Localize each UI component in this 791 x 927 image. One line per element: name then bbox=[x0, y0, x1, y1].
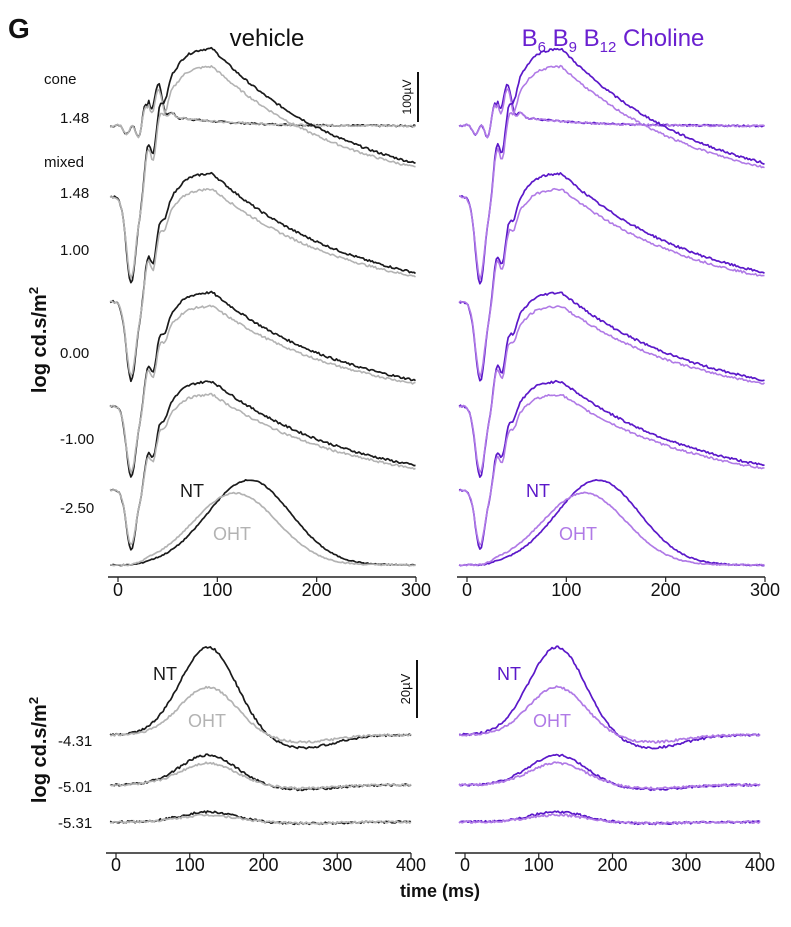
x-tick-label: 0 bbox=[111, 855, 121, 875]
row-label-intensity: -4.31 bbox=[58, 733, 92, 750]
treatment-bottom-nt-trace bbox=[458, 645, 761, 750]
y-axis-label-top: log cd.s/m2 bbox=[26, 287, 51, 393]
vehicle-top-nt-trace bbox=[109, 478, 416, 567]
vehicle-bottom-oht-trace bbox=[109, 761, 412, 790]
x-axis: 0 100 200 300 bbox=[108, 576, 431, 600]
x-tick-label: 300 bbox=[401, 580, 431, 600]
scale-bar-bottom: 20µV bbox=[398, 660, 418, 718]
treatment-top-nt-trace bbox=[458, 291, 765, 478]
x-axes: 0 100 200 300 0 100 200 300 0 100 200 300 400 0 100 200… bbox=[106, 576, 780, 875]
x-tick-label: 100 bbox=[524, 855, 554, 875]
legend-oht-vehicle-bottom: OHT bbox=[188, 711, 226, 731]
treatment-bottom-oht-trace bbox=[458, 761, 761, 791]
scale-bar-top: 100µV bbox=[400, 72, 419, 122]
row-label-intensity: -2.50 bbox=[60, 500, 94, 517]
treatment-top-nt-trace bbox=[458, 478, 765, 567]
vehicle-bottom-oht-trace bbox=[110, 685, 412, 744]
legend-nt-treatment-top: NT bbox=[526, 481, 550, 501]
vehicle-top-nt-trace bbox=[109, 290, 417, 478]
column-title-treatment: B6 B9 B12 Choline bbox=[522, 25, 705, 56]
x-tick-label: 300 bbox=[750, 580, 780, 600]
x-tick-label: 200 bbox=[248, 855, 278, 875]
x-axis: 0 100 200 300 bbox=[457, 576, 780, 600]
x-tick-label: 100 bbox=[202, 580, 232, 600]
vehicle-top-oht-trace bbox=[109, 392, 416, 546]
treatment-top-oht-trace bbox=[458, 187, 765, 378]
legend-nt-vehicle-top: NT bbox=[180, 481, 204, 501]
x-tick-label: 0 bbox=[113, 580, 123, 600]
treatment-top-oht-trace bbox=[458, 64, 765, 280]
x-tick-label: 0 bbox=[460, 855, 470, 875]
vehicle-bottom-oht-trace bbox=[109, 813, 412, 825]
x-tick-label: 0 bbox=[462, 580, 472, 600]
row-label-intensity: 0.00 bbox=[60, 345, 89, 362]
vehicle-top-oht-trace bbox=[109, 65, 416, 279]
y-axis-label-bottom: log cd.s/m2 bbox=[26, 697, 51, 803]
x-axis: 0 100 200 300 400 bbox=[106, 852, 426, 875]
legend-oht-treatment-top: OHT bbox=[559, 524, 597, 544]
x-axis: 0 100 200 300 400 bbox=[455, 852, 775, 875]
scale-bar-bottom-label: 20µV bbox=[398, 673, 413, 704]
vehicle-top-oht-trace bbox=[109, 89, 416, 139]
x-tick-label: 300 bbox=[322, 855, 352, 875]
erg-traces bbox=[109, 46, 766, 826]
scale-bar-top-label: 100µV bbox=[400, 80, 414, 115]
vehicle-bottom-nt-trace bbox=[109, 646, 412, 750]
x-tick-label: 400 bbox=[745, 855, 775, 875]
vehicle-top-nt-trace bbox=[109, 171, 417, 383]
x-tick-label: 300 bbox=[671, 855, 701, 875]
legend-nt-treatment-bottom: NT bbox=[497, 664, 521, 684]
x-tick-label: 200 bbox=[302, 580, 332, 600]
treatment-top-nt-trace bbox=[458, 172, 765, 382]
row-label-intensity: 1.00 bbox=[60, 242, 89, 259]
vehicle-top-oht-trace bbox=[110, 491, 416, 567]
x-tick-label: 100 bbox=[551, 580, 581, 600]
row-label-intensity: 1.48 bbox=[60, 110, 89, 127]
treatment-top-oht-trace bbox=[458, 305, 766, 474]
treatment-top-nt-trace bbox=[458, 379, 765, 550]
row-label-cone: cone bbox=[44, 71, 77, 88]
row-label-mixed: mixed bbox=[44, 154, 84, 171]
row-label-intensity: -5.01 bbox=[58, 779, 92, 796]
x-tick-label: 200 bbox=[651, 580, 681, 600]
row-label-intensity: -5.31 bbox=[58, 815, 92, 832]
row-label-intensity: -1.00 bbox=[60, 431, 94, 448]
x-tick-label: 400 bbox=[396, 855, 426, 875]
treatment-bottom-oht-trace bbox=[458, 813, 761, 825]
vehicle-top-nt-trace bbox=[109, 380, 416, 551]
treatment-top-nt-trace bbox=[459, 47, 765, 285]
treatment-top-oht-trace bbox=[458, 393, 765, 546]
legend-nt-vehicle-bottom: NT bbox=[153, 664, 177, 684]
x-tick-label: 100 bbox=[175, 855, 205, 875]
legend-oht-vehicle-top: OHT bbox=[213, 524, 251, 544]
legend-oht-treatment-bottom: OHT bbox=[533, 711, 571, 731]
x-axis-label: time (ms) bbox=[400, 881, 480, 901]
treatment-bottom-oht-trace bbox=[458, 685, 761, 744]
treatment-top-oht-trace bbox=[458, 88, 765, 139]
column-title-vehicle: vehicle bbox=[230, 25, 305, 52]
x-tick-label: 200 bbox=[597, 855, 627, 875]
treatment-top-oht-trace bbox=[458, 491, 765, 567]
row-label-intensity: 1.48 bbox=[60, 185, 89, 202]
vehicle-top-oht-trace bbox=[109, 188, 416, 376]
vehicle-top-oht-trace bbox=[109, 304, 416, 474]
vehicle-top-nt-trace bbox=[109, 46, 416, 284]
panel-label: G bbox=[8, 13, 30, 44]
